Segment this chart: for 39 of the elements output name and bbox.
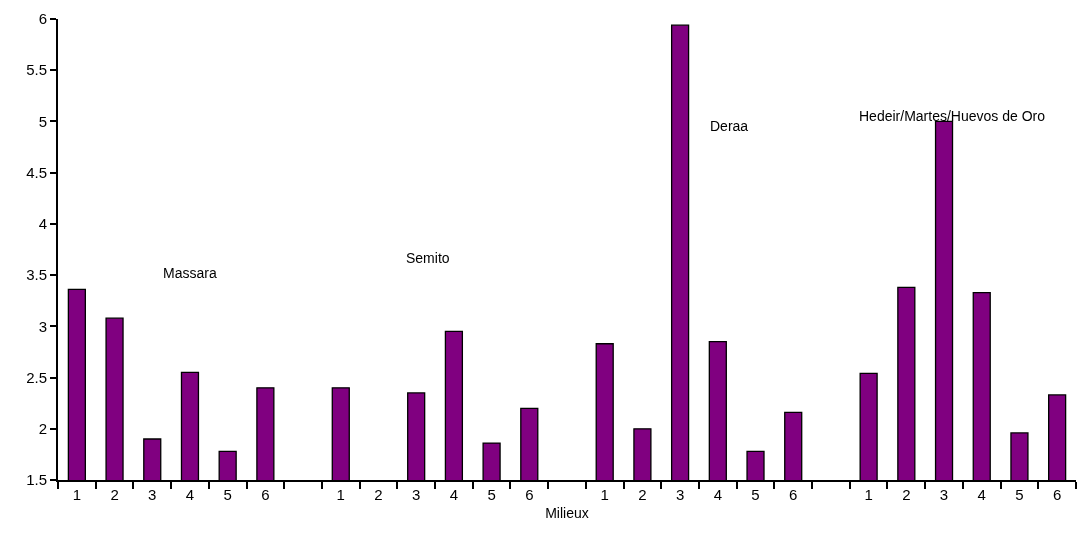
annotation: Hedeir/Martes/Huevos de Oro xyxy=(859,108,1046,124)
annotation: Semito xyxy=(406,250,450,266)
y-tick-label: 3.5 xyxy=(26,266,47,284)
y-tick-label: 4.5 xyxy=(26,163,47,181)
y-tick-label: 6 xyxy=(38,10,47,28)
x-tick-label: 1 xyxy=(336,486,345,503)
y-tick-label: 2.5 xyxy=(26,368,47,386)
x-tick-label: 6 xyxy=(789,486,798,503)
y-tick-label: 2 xyxy=(38,420,47,438)
x-tick-label: 3 xyxy=(675,486,685,503)
x-tick-label: 4 xyxy=(185,486,195,503)
x-tick-label: 2 xyxy=(374,486,383,503)
y-tick-label: 5.5 xyxy=(26,61,47,79)
x-tick-label: 5 xyxy=(487,486,496,503)
x-tick-label: 4 xyxy=(977,486,986,503)
x-axis-title: Milieux xyxy=(545,504,589,521)
y-tick-label: 5 xyxy=(38,112,47,130)
x-tick-label: 1 xyxy=(72,486,82,503)
x-tick-label: 3 xyxy=(412,486,421,503)
x-tick-label: 5 xyxy=(1015,486,1024,503)
y-tick-label: 3 xyxy=(38,317,47,335)
x-tick-label: 6 xyxy=(261,486,270,503)
x-tick-label: 1 xyxy=(864,486,873,503)
x-tick-label: 4 xyxy=(449,486,459,503)
x-tick-label: 4 xyxy=(713,486,722,503)
x-tick-label: 5 xyxy=(223,486,232,503)
annotation: Massara xyxy=(163,265,217,281)
x-tick-label: 2 xyxy=(110,486,119,503)
x-tick-label: 1 xyxy=(600,486,609,503)
x-tick-label: 6 xyxy=(1052,486,1062,503)
x-tick-label: 6 xyxy=(525,486,534,503)
y-tick-label: 4 xyxy=(38,215,47,233)
x-tick-label: 2 xyxy=(902,486,911,503)
x-tick-label: 3 xyxy=(939,486,949,503)
y-tick-label: 1.5 xyxy=(26,471,47,489)
x-tick-label: 5 xyxy=(751,486,760,503)
x-tick-label: 2 xyxy=(638,486,647,503)
annotation: Deraa xyxy=(710,118,749,134)
x-tick-label: 3 xyxy=(148,486,157,503)
